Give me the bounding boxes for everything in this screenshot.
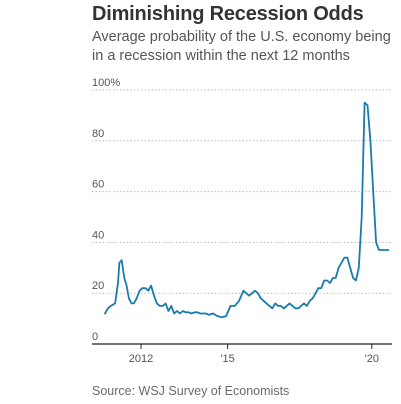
x-tick-label: 2012	[129, 353, 153, 365]
y-tick-label: 20	[92, 280, 104, 292]
y-tick-label: 60	[92, 179, 104, 191]
series-line	[104, 101, 390, 319]
y-tick-label: 40	[92, 229, 104, 241]
y-tick-label: 100%	[92, 77, 120, 89]
chart-title: Diminishing Recession Odds	[92, 3, 364, 25]
chart-subtitle: Average probability of the U.S. economy …	[92, 29, 391, 64]
y-tick-label: 80	[92, 128, 104, 140]
y-tick-label: 0	[92, 331, 98, 343]
chart-source: Source: WSJ Survey of Economists	[92, 384, 290, 398]
x-tick-label: '15	[220, 353, 234, 365]
x-tick-label: '20	[365, 353, 379, 365]
